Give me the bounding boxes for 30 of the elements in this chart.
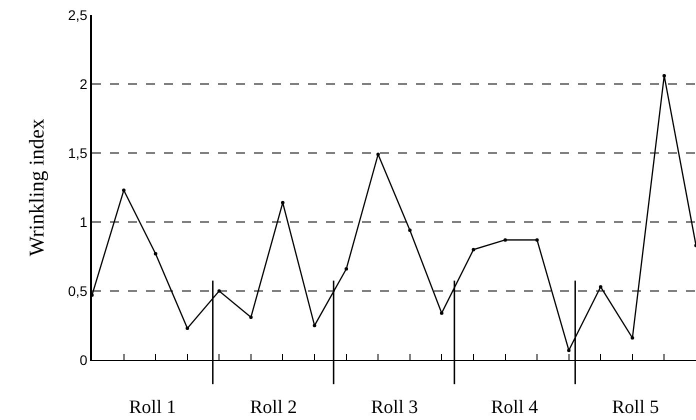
y-tick-label: 2,5: [68, 6, 88, 23]
y-tick-label: 0,5: [68, 282, 88, 299]
text: Roll 5: [612, 397, 659, 418]
point: [122, 188, 126, 192]
text: Roll 4: [491, 397, 538, 418]
y-tick-label: 1: [80, 214, 88, 230]
point: [440, 311, 444, 315]
y-tick-label: 1,5: [68, 144, 88, 161]
point: [376, 152, 380, 156]
point: [154, 252, 158, 256]
point: [280, 200, 284, 204]
point: [408, 228, 412, 232]
point: [504, 238, 508, 242]
point: [344, 267, 348, 271]
text: Roll 1: [129, 397, 176, 418]
point: [598, 285, 602, 289]
text: Roll 2: [250, 397, 297, 418]
text: Roll 3: [371, 397, 418, 418]
point: [186, 326, 190, 330]
y-tick-label: 2: [80, 76, 88, 92]
point: [535, 238, 539, 242]
point: [662, 74, 666, 78]
point: [217, 289, 221, 293]
point: [472, 248, 476, 252]
point: [312, 324, 316, 328]
point: [567, 348, 571, 352]
point: [249, 315, 253, 319]
point: [630, 336, 634, 340]
y-axis-title: Wrinkling index: [24, 118, 49, 256]
y-tick-label: 0: [80, 352, 88, 368]
